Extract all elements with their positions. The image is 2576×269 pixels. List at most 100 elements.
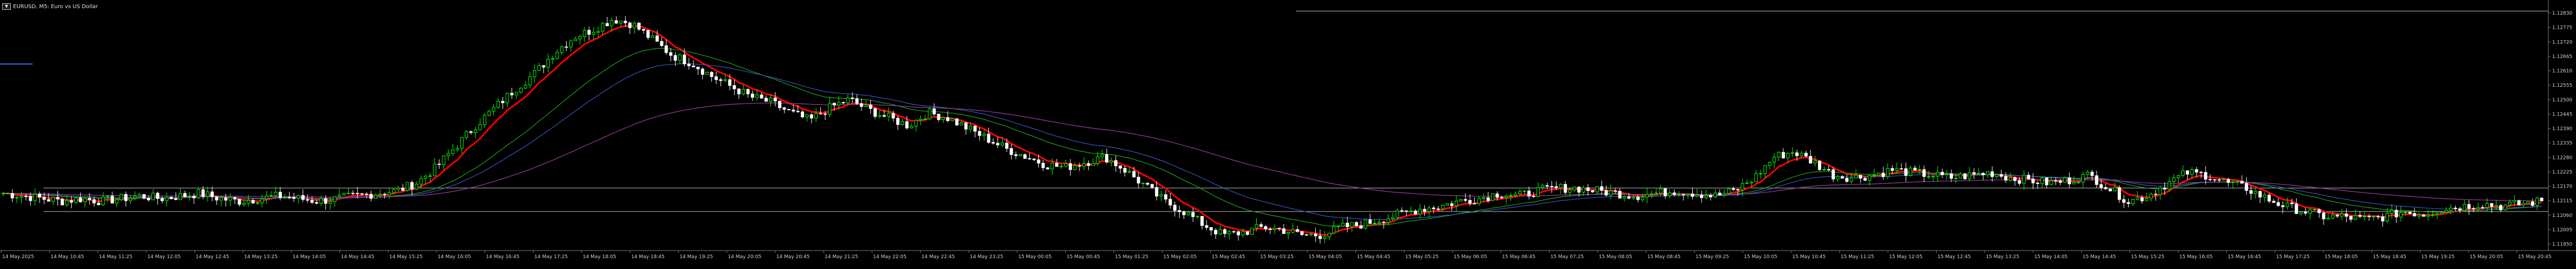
candle-body	[406, 182, 409, 191]
candle-body	[147, 198, 150, 201]
candle-body	[2513, 200, 2516, 203]
candle-body	[1554, 186, 1558, 188]
moving-averages	[3, 24, 2542, 236]
candle-body	[1400, 210, 1404, 212]
candle-body	[505, 93, 509, 104]
candle-body	[1736, 189, 1740, 190]
candle-body	[792, 110, 795, 112]
candle-body	[369, 194, 373, 199]
candle-body	[1641, 197, 1644, 200]
time-tick-label: 14 May 22:05	[873, 254, 907, 260]
candle-body	[869, 104, 872, 109]
time-tick-label: 15 May 04:05	[1308, 254, 1342, 260]
candle-body	[1141, 183, 1145, 184]
candle-body	[1264, 226, 1268, 229]
candle-body	[1772, 157, 1776, 163]
candle-body	[1010, 148, 1013, 155]
candle-body	[896, 118, 900, 125]
time-tick-label: 15 May 13:25	[1986, 254, 2019, 260]
candle-body	[1069, 163, 1072, 170]
candle-body	[1287, 232, 1290, 234]
candle-body	[1763, 165, 1767, 174]
candle-body	[1064, 163, 1068, 166]
candle-body	[2385, 213, 2389, 222]
candle-body	[1909, 168, 1912, 176]
candle-body	[2458, 208, 2462, 211]
candle-body	[918, 119, 922, 121]
candle-body	[106, 195, 110, 197]
time-tick-label: 14 May 21:25	[825, 254, 858, 260]
candle-body	[710, 72, 714, 77]
candle-body	[2204, 172, 2207, 180]
candle-body	[796, 111, 800, 112]
candle-body	[1704, 195, 1708, 198]
candle-body	[696, 67, 700, 69]
candle-body	[673, 55, 677, 61]
horizontal-levels	[0, 10, 2548, 212]
time-tick-label: 15 May 06:45	[1502, 254, 1536, 260]
candle-body	[220, 197, 223, 201]
candle-body	[501, 101, 505, 104]
candle-body	[1891, 168, 1894, 171]
time-tick-label: 15 May 17:25	[2276, 254, 2310, 260]
candle-body	[669, 52, 673, 56]
candle-body	[1000, 143, 1004, 145]
candle-body	[1295, 229, 1299, 232]
candle-body	[174, 198, 178, 200]
candle-body	[1105, 154, 1109, 163]
candle-body	[97, 202, 100, 206]
candle-body	[628, 22, 632, 28]
candle-body	[2072, 182, 2076, 184]
candle-body	[2000, 174, 2003, 177]
candle-body	[1872, 175, 1876, 176]
candle-body	[723, 79, 727, 81]
candle-body	[319, 198, 323, 204]
candle-body	[2295, 203, 2298, 214]
candle-body	[387, 192, 391, 195]
candle-body	[578, 36, 582, 40]
candle-body	[374, 195, 377, 199]
candle-body	[887, 113, 891, 117]
candle-body	[15, 197, 19, 198]
time-axis: 14 May 2025 14 May 10:45 14 May 11:25 14 Ma…	[0, 250, 2576, 260]
candle-body	[960, 122, 963, 126]
candle-body	[314, 202, 318, 204]
candle-body	[646, 30, 650, 38]
candle-body	[1096, 156, 1100, 164]
time-tick-label: 15 May 10:45	[1793, 254, 1826, 260]
candle-body	[474, 130, 477, 133]
price-tick-label: 1.12500	[2552, 98, 2572, 103]
candle-body	[1150, 184, 1154, 188]
candle-body	[2404, 212, 2407, 213]
candle-body	[610, 20, 614, 27]
candle-body	[423, 176, 427, 179]
candle-body	[1968, 172, 1971, 180]
candle-body	[346, 193, 350, 194]
candle-body	[932, 108, 936, 114]
candle-body	[1849, 177, 1853, 182]
candle-body	[1754, 173, 1758, 182]
candle-body	[1645, 194, 1649, 198]
candle-body	[1332, 226, 1335, 234]
candle-body	[574, 39, 577, 41]
time-tick-label: 15 May 00:05	[1018, 254, 1052, 260]
candle-body	[1423, 209, 1427, 212]
candle-body	[1427, 207, 1431, 212]
candle-body	[1368, 219, 1372, 224]
candle-body	[455, 148, 459, 150]
time-tick-label: 14 May 18:05	[583, 254, 616, 260]
candle-body	[2145, 198, 2148, 202]
time-tick-label: 15 May 06:05	[1454, 254, 1487, 260]
candle-body	[1418, 209, 1422, 215]
candle-body	[356, 193, 359, 194]
candle-body	[1995, 174, 1999, 177]
candle-body	[188, 196, 191, 197]
candle-body	[2399, 212, 2402, 217]
chart-window-icon[interactable]: ▼	[2, 3, 11, 10]
candle-body	[537, 65, 541, 71]
candle-body	[1786, 153, 1790, 158]
candle-body	[2363, 216, 2366, 217]
time-tick-label: 15 May 05:25	[1405, 254, 1439, 260]
price-tick-label: 1.12720	[2552, 40, 2572, 45]
